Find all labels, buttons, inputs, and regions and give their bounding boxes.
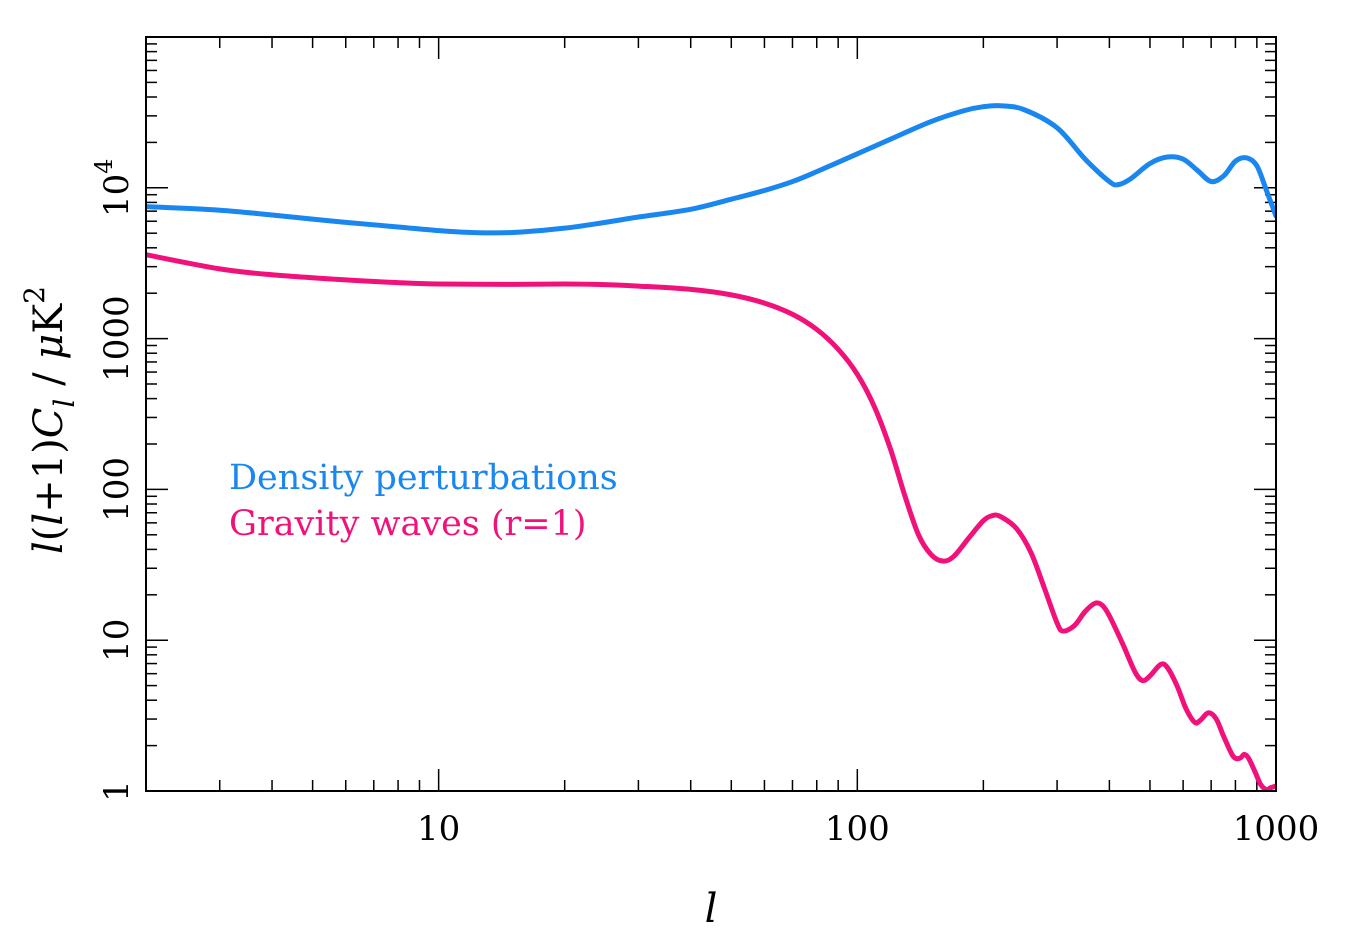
y-title-sup-2: 2 [18,286,51,304]
y-tick-label: 104 [90,159,137,218]
density-perturbations-line [146,103,1276,236]
y-tick-label: 1000 [97,295,137,382]
legend-gravity: Gravity waves (r=1) [229,504,587,544]
y-title-mu: μ [26,334,72,360]
y-title-slash: / [26,360,72,399]
y-tick-labels: 1 10 100 1000 104 [90,159,137,802]
legend-density: Density perturbations [229,458,618,498]
x-tick-labels: 10 100 1000 [417,809,1319,849]
series-lines [146,103,1276,791]
y-title-c: C [26,408,72,439]
y-title-paren: ( [26,526,72,542]
gravity-waves-line [146,252,1276,791]
y-title-k: K [26,303,72,334]
x-tick-label: 100 [825,809,890,849]
y-axis-title: l(l+1)Cl / μK2 [18,286,81,554]
y-title-l: l [26,541,72,554]
y-title-plus1: +1) [26,438,72,513]
x-tick-label: 10 [417,809,460,849]
y-tick-label: 10 [97,619,137,662]
minor-ticks [145,37,1276,791]
y-tick-label: 100 [97,457,137,522]
y-title-l2: l [26,513,72,526]
x-axis-title: l [705,886,718,932]
y-tick-label: 1 [97,780,137,802]
plot-frame [145,36,1277,792]
x-tick-label: 1000 [1233,809,1320,849]
y-title-sub-l: l [48,399,81,408]
major-ticks [146,37,1277,792]
